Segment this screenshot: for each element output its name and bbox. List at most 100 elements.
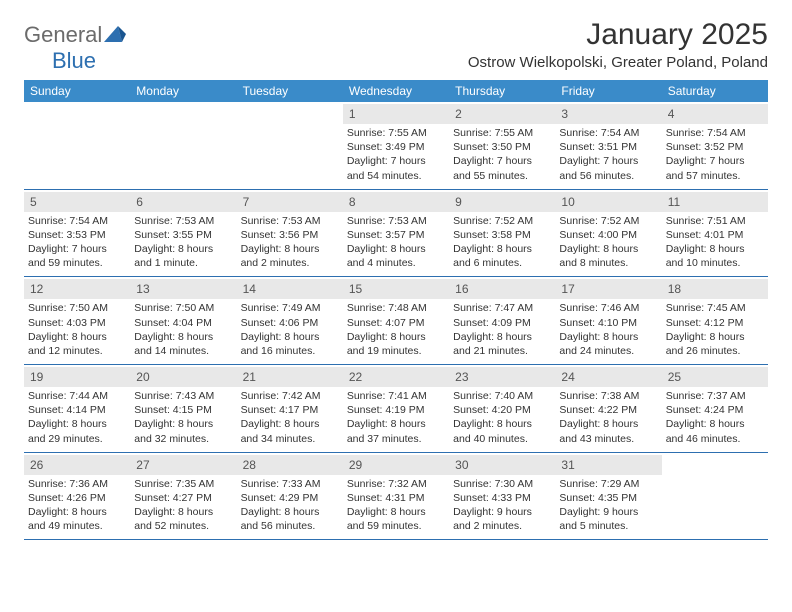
week-row: 1Sunrise: 7:55 AMSunset: 3:49 PMDaylight… (24, 102, 768, 190)
week-row: 26Sunrise: 7:36 AMSunset: 4:26 PMDayligh… (24, 453, 768, 541)
day-info: Sunrise: 7:53 AMSunset: 3:57 PMDaylight:… (347, 214, 445, 271)
daylight-line2: and 52 minutes. (134, 519, 232, 533)
day-number: 19 (30, 370, 43, 384)
day-cell: 2Sunrise: 7:55 AMSunset: 3:50 PMDaylight… (449, 102, 555, 189)
day-cell: 15Sunrise: 7:48 AMSunset: 4:07 PMDayligh… (343, 277, 449, 364)
sunset-text: Sunset: 4:01 PM (666, 228, 764, 242)
daylight-line1: Daylight: 7 hours (28, 242, 126, 256)
sunrise-text: Sunrise: 7:32 AM (347, 477, 445, 491)
daylight-line2: and 59 minutes. (347, 519, 445, 533)
day-cell: 20Sunrise: 7:43 AMSunset: 4:15 PMDayligh… (130, 365, 236, 452)
sunset-text: Sunset: 4:12 PM (666, 316, 764, 330)
sunset-text: Sunset: 3:50 PM (453, 140, 551, 154)
daylight-line2: and 46 minutes. (666, 432, 764, 446)
week-row: 19Sunrise: 7:44 AMSunset: 4:14 PMDayligh… (24, 365, 768, 453)
sunset-text: Sunset: 4:09 PM (453, 316, 551, 330)
day-number-row: 26 (24, 455, 130, 475)
day-number-row: 18 (662, 279, 768, 299)
daylight-line2: and 34 minutes. (241, 432, 339, 446)
title-block: January 2025 Ostrow Wielkopolski, Greate… (468, 18, 768, 71)
logo-blue: Blue (52, 48, 96, 73)
day-number-row: 27 (130, 455, 236, 475)
daylight-line1: Daylight: 8 hours (134, 417, 232, 431)
day-cell: 4Sunrise: 7:54 AMSunset: 3:52 PMDaylight… (662, 102, 768, 189)
day-number: 30 (455, 458, 468, 472)
sunrise-text: Sunrise: 7:40 AM (453, 389, 551, 403)
daylight-line1: Daylight: 8 hours (347, 417, 445, 431)
day-number: 4 (668, 107, 675, 121)
day-number: 3 (561, 107, 568, 121)
sunset-text: Sunset: 3:53 PM (28, 228, 126, 242)
day-number-row: 15 (343, 279, 449, 299)
sunset-text: Sunset: 3:58 PM (453, 228, 551, 242)
header: General Blue January 2025 Ostrow Wielkop… (24, 18, 768, 74)
day-header-wednesday: Wednesday (343, 80, 449, 102)
day-header-sunday: Sunday (24, 80, 130, 102)
daylight-line2: and 10 minutes. (666, 256, 764, 270)
day-header-tuesday: Tuesday (237, 80, 343, 102)
daylight-line1: Daylight: 8 hours (453, 417, 551, 431)
sunrise-text: Sunrise: 7:38 AM (559, 389, 657, 403)
daylight-line1: Daylight: 8 hours (559, 417, 657, 431)
sunrise-text: Sunrise: 7:54 AM (666, 126, 764, 140)
day-number-row: 1 (343, 104, 449, 124)
day-cell: 13Sunrise: 7:50 AMSunset: 4:04 PMDayligh… (130, 277, 236, 364)
day-info: Sunrise: 7:53 AMSunset: 3:55 PMDaylight:… (134, 214, 232, 271)
sunrise-text: Sunrise: 7:36 AM (28, 477, 126, 491)
logo-general: General (24, 22, 102, 47)
day-cell: 10Sunrise: 7:52 AMSunset: 4:00 PMDayligh… (555, 190, 661, 277)
sunrise-text: Sunrise: 7:52 AM (559, 214, 657, 228)
empty-day-cell (24, 102, 130, 189)
location: Ostrow Wielkopolski, Greater Poland, Pol… (468, 54, 768, 71)
day-cell: 28Sunrise: 7:33 AMSunset: 4:29 PMDayligh… (237, 453, 343, 540)
day-info: Sunrise: 7:52 AMSunset: 3:58 PMDaylight:… (453, 214, 551, 271)
day-number: 5 (30, 195, 37, 209)
daylight-line2: and 6 minutes. (453, 256, 551, 270)
empty-day-cell (237, 102, 343, 189)
calendar: Sunday Monday Tuesday Wednesday Thursday… (24, 80, 768, 540)
day-info: Sunrise: 7:55 AMSunset: 3:50 PMDaylight:… (453, 126, 551, 183)
day-number: 31 (561, 458, 574, 472)
day-cell: 29Sunrise: 7:32 AMSunset: 4:31 PMDayligh… (343, 453, 449, 540)
day-number-row: 23 (449, 367, 555, 387)
day-cell: 17Sunrise: 7:46 AMSunset: 4:10 PMDayligh… (555, 277, 661, 364)
daylight-line2: and 19 minutes. (347, 344, 445, 358)
sunset-text: Sunset: 4:04 PM (134, 316, 232, 330)
day-info: Sunrise: 7:42 AMSunset: 4:17 PMDaylight:… (241, 389, 339, 446)
day-cell: 6Sunrise: 7:53 AMSunset: 3:55 PMDaylight… (130, 190, 236, 277)
daylight-line2: and 12 minutes. (28, 344, 126, 358)
day-number-row: 30 (449, 455, 555, 475)
daylight-line2: and 37 minutes. (347, 432, 445, 446)
day-cell: 7Sunrise: 7:53 AMSunset: 3:56 PMDaylight… (237, 190, 343, 277)
day-number: 15 (349, 282, 362, 296)
empty-day-cell (662, 453, 768, 540)
day-number-row: 3 (555, 104, 661, 124)
sunset-text: Sunset: 3:49 PM (347, 140, 445, 154)
daylight-line2: and 49 minutes. (28, 519, 126, 533)
daylight-line2: and 57 minutes. (666, 169, 764, 183)
day-cell: 27Sunrise: 7:35 AMSunset: 4:27 PMDayligh… (130, 453, 236, 540)
daylight-line1: Daylight: 8 hours (134, 242, 232, 256)
day-number: 11 (668, 195, 680, 209)
day-cell: 24Sunrise: 7:38 AMSunset: 4:22 PMDayligh… (555, 365, 661, 452)
sunset-text: Sunset: 4:29 PM (241, 491, 339, 505)
day-number: 26 (30, 458, 43, 472)
day-number: 16 (455, 282, 468, 296)
day-info: Sunrise: 7:46 AMSunset: 4:10 PMDaylight:… (559, 301, 657, 358)
day-cell: 16Sunrise: 7:47 AMSunset: 4:09 PMDayligh… (449, 277, 555, 364)
day-number-row: 19 (24, 367, 130, 387)
sunrise-text: Sunrise: 7:50 AM (134, 301, 232, 315)
daylight-line2: and 54 minutes. (347, 169, 445, 183)
day-number-row: 17 (555, 279, 661, 299)
day-number-row: 5 (24, 192, 130, 212)
day-number-row: 2 (449, 104, 555, 124)
day-cell: 25Sunrise: 7:37 AMSunset: 4:24 PMDayligh… (662, 365, 768, 452)
day-cell: 21Sunrise: 7:42 AMSunset: 4:17 PMDayligh… (237, 365, 343, 452)
daylight-line2: and 43 minutes. (559, 432, 657, 446)
logo: General Blue (24, 18, 126, 74)
daylight-line2: and 5 minutes. (559, 519, 657, 533)
day-number: 10 (561, 195, 574, 209)
sunset-text: Sunset: 4:24 PM (666, 403, 764, 417)
sunrise-text: Sunrise: 7:54 AM (28, 214, 126, 228)
daylight-line1: Daylight: 8 hours (241, 417, 339, 431)
